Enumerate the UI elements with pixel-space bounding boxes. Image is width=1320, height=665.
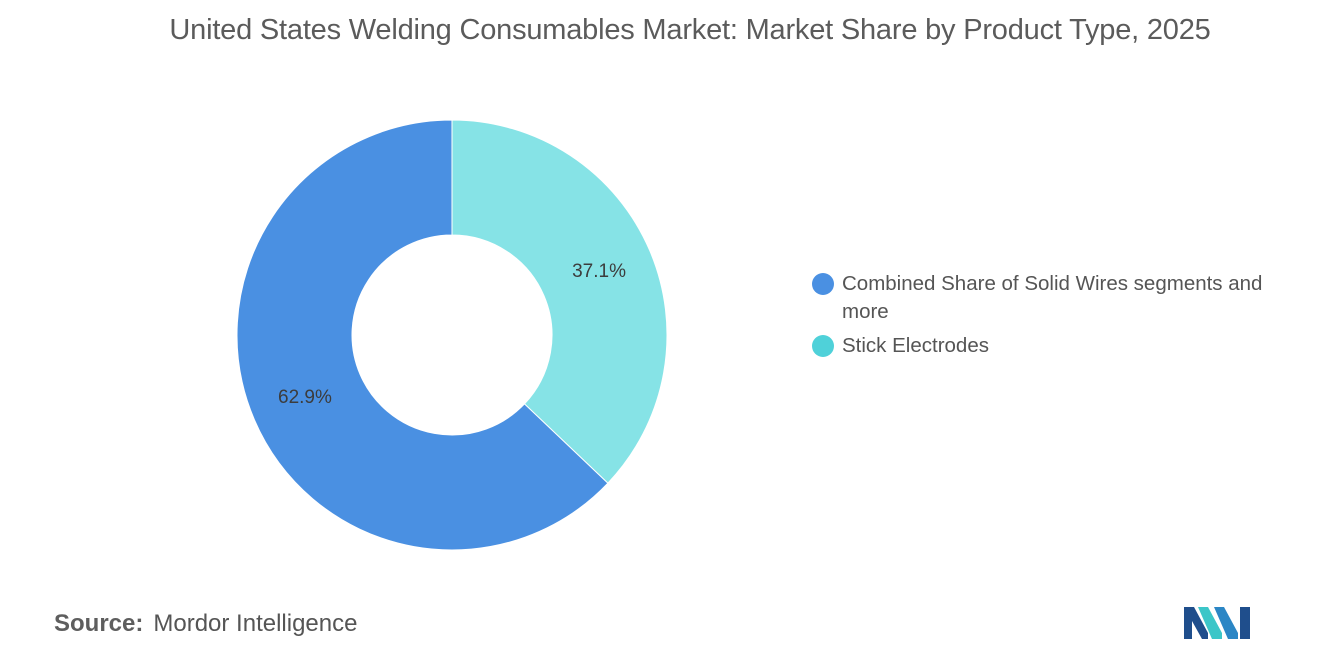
- legend-swatch-solid-wires: [812, 273, 834, 295]
- source-line: Source: Mordor Intelligence: [54, 610, 357, 638]
- legend-label-solid-wires: Combined Share of Solid Wires segments a…: [842, 272, 1263, 323]
- donut-slice-stick-electrodes[interactable]: [451, 119, 668, 484]
- legend-item-solid-wires[interactable]: Combined Share of Solid Wires segments a…: [812, 270, 1282, 326]
- legend-label-stick-electrodes: Stick Electrodes: [842, 334, 989, 357]
- slice-label-1: 62.9%: [278, 387, 332, 408]
- mordor-intelligence-logo-icon: [1184, 607, 1250, 639]
- chart-title: United States Welding Consumables Market…: [169, 14, 1211, 46]
- slice-label-0: 37.1%: [572, 261, 626, 282]
- chart-legend: Combined Share of Solid Wires segments a…: [812, 270, 1282, 366]
- source-label: Source:: [54, 610, 144, 637]
- donut-slice-combined-share-of-solid-wires-segments-and-more[interactable]: [236, 119, 609, 551]
- legend-item-stick-electrodes[interactable]: Stick Electrodes: [812, 332, 1282, 360]
- source-value: Mordor Intelligence: [153, 610, 358, 637]
- legend-swatch-stick-electrodes: [812, 335, 834, 357]
